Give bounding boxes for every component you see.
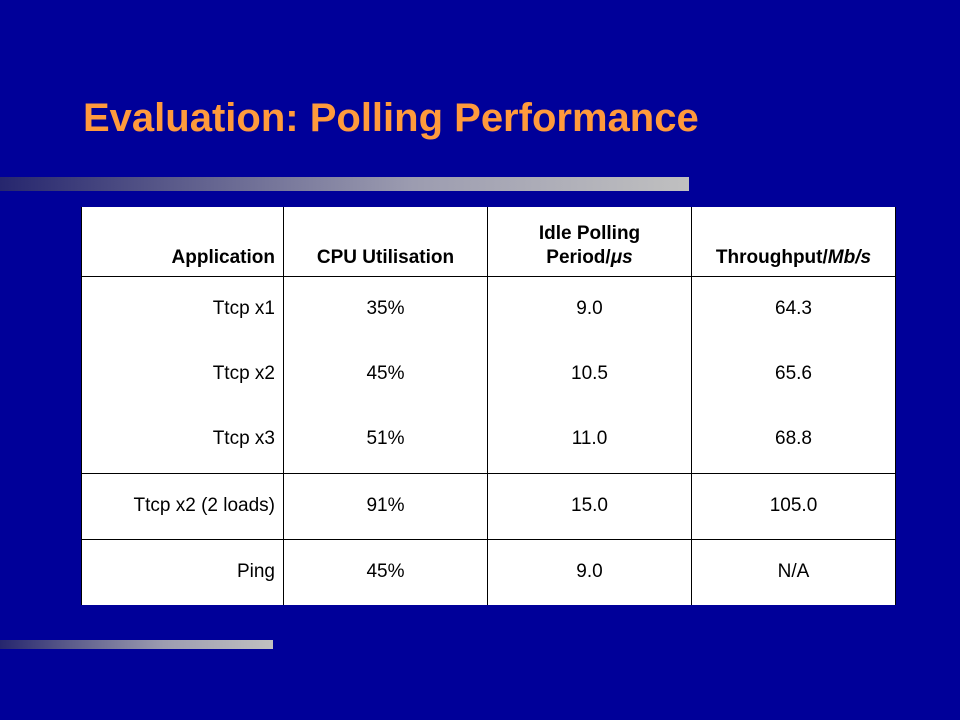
header-idle-polling-period: Idle Polling Period/μs [487, 207, 692, 277]
cell-throughput: 105.0 [691, 473, 896, 540]
cell-application: Ttcp x3 [81, 406, 284, 474]
top-divider-bar [0, 177, 689, 191]
cell-throughput: 65.6 [691, 341, 896, 406]
header-throughput-unit: Mb/s [827, 246, 872, 268]
table-row: Ttcp x1 35% 9.0 64.3 [81, 276, 896, 341]
header-throughput: Throughput/Mb/s [691, 207, 896, 277]
cell-throughput: 68.8 [691, 406, 896, 474]
cell-idle: 9.0 [487, 276, 692, 341]
header-cpu-utilisation: CPU Utilisation [283, 207, 488, 277]
cell-cpu: 91% [283, 473, 488, 540]
cell-idle: 11.0 [487, 406, 692, 474]
cell-cpu: 45% [283, 539, 488, 605]
table-row: Ttcp x2 (2 loads) 91% 15.0 105.0 [81, 473, 896, 540]
cell-application: Ping [81, 539, 284, 605]
header-idle-line2-prefix: Period/ [546, 246, 611, 268]
cell-idle: 15.0 [487, 473, 692, 540]
cell-cpu: 51% [283, 406, 488, 474]
cell-application: Ttcp x1 [81, 276, 284, 341]
header-application: Application [81, 207, 284, 277]
table-row: Ttcp x2 45% 10.5 65.6 [81, 341, 896, 406]
cell-throughput: N/A [691, 539, 896, 605]
cell-application: Ttcp x2 (2 loads) [81, 473, 284, 540]
table-row: Ttcp x3 51% 11.0 68.8 [81, 406, 896, 474]
table-header-row: Application CPU Utilisation Idle Polling… [81, 207, 896, 277]
header-throughput-prefix: Throughput/ [715, 246, 828, 268]
cell-application: Ttcp x2 [81, 341, 284, 406]
cell-idle: 10.5 [487, 341, 692, 406]
cell-idle: 9.0 [487, 539, 692, 605]
cell-cpu: 35% [283, 276, 488, 341]
cell-cpu: 45% [283, 341, 488, 406]
slide-title: Evaluation: Polling Performance [83, 96, 699, 140]
header-idle-line1: Idle Polling [538, 223, 641, 244]
polling-performance-table: Application CPU Utilisation Idle Polling… [81, 207, 896, 605]
bottom-divider-bar [0, 640, 273, 649]
cell-throughput: 64.3 [691, 276, 896, 341]
table-row: Ping 45% 9.0 N/A [81, 539, 896, 605]
header-idle-unit: μs [610, 246, 633, 268]
